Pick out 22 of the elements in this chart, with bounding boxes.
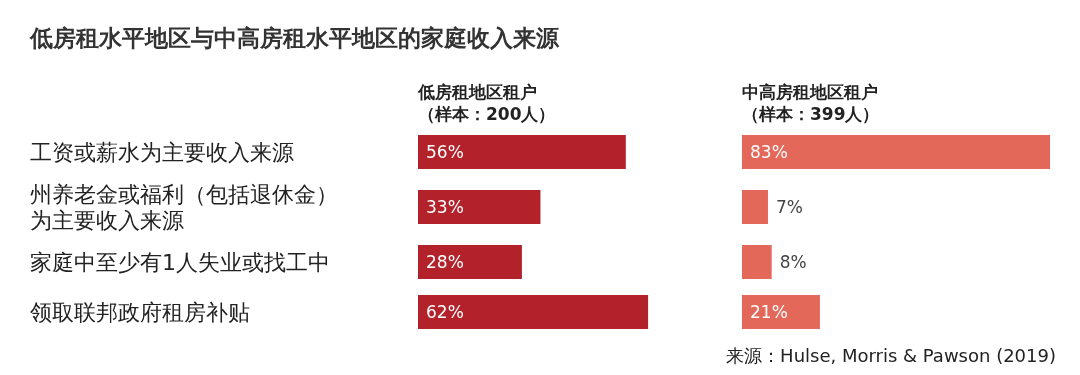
data-label: 21%: [750, 301, 788, 322]
data-label: 33%: [426, 196, 464, 217]
bar: [742, 190, 768, 224]
y-tick-label: 州养老金或福利（包括退休金）为主要收入来源: [30, 181, 338, 233]
bar: [742, 135, 1050, 169]
bar: [418, 190, 541, 224]
bar: [742, 295, 820, 329]
y-tick-label: 领取联邦政府租房补贴: [30, 299, 250, 325]
data-label: 28%: [426, 251, 464, 272]
data-label: 8%: [779, 251, 807, 272]
y-tick-label: 家庭中至少有1人失业或找工中: [30, 249, 330, 275]
y-tick-label: 工资或薪水为主要收入来源: [30, 139, 294, 165]
chart-subtitle: 低房租地区租户（样本：200人）: [417, 82, 556, 124]
bar: [418, 295, 649, 329]
bar: [418, 135, 626, 169]
source-note: 来源：Hulse, Morris & Pawson (2019): [726, 345, 1056, 366]
data-label: 83%: [750, 141, 788, 162]
data-label: 56%: [426, 141, 464, 162]
data-label: 7%: [775, 196, 803, 217]
chart-title: 低房租水平地区与中高房租水平地区的家庭收入来源: [29, 25, 560, 51]
chart-subtitle: 中高房租地区租户（样本：399人）: [742, 82, 880, 124]
data-label: 62%: [426, 301, 464, 322]
